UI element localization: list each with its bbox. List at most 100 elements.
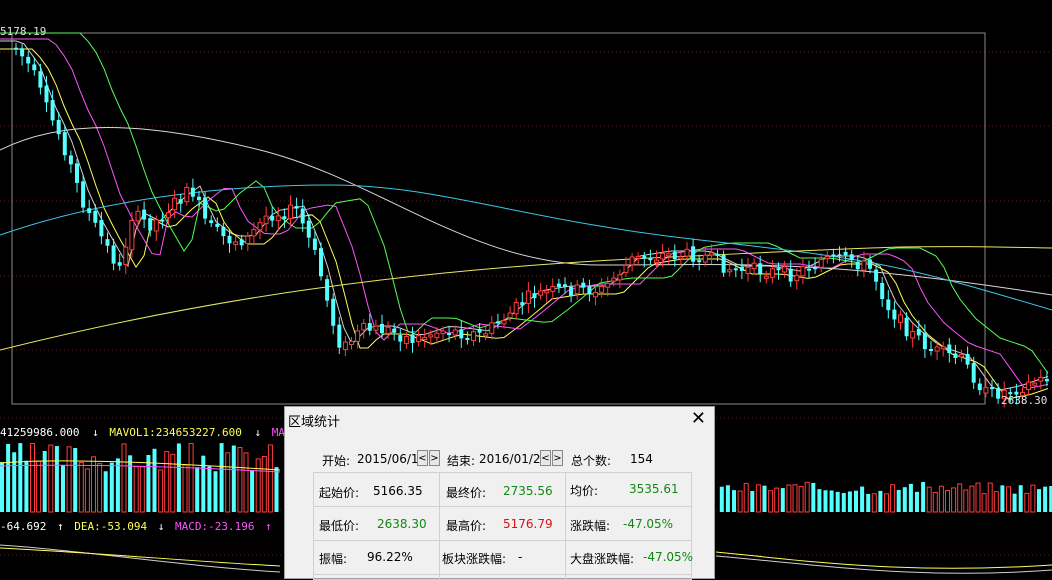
- candle-down: [581, 282, 586, 288]
- volume-bar: [267, 444, 273, 513]
- volume-bar: [987, 482, 993, 513]
- volume-bar: [201, 455, 206, 512]
- candle-down: [831, 254, 836, 257]
- start-next-button[interactable]: >: [429, 450, 440, 466]
- end-prev-button[interactable]: <: [540, 450, 551, 466]
- candle-down: [721, 254, 726, 273]
- volume-bar: [817, 489, 822, 512]
- period-low-label: 2638.30: [1001, 394, 1047, 407]
- volume-bar: [97, 463, 103, 513]
- candle-up: [751, 262, 757, 269]
- candle-up: [233, 241, 239, 246]
- low-value: 2638.30: [377, 517, 427, 531]
- volume-bar: [1018, 485, 1023, 512]
- volume-bar: [1000, 485, 1005, 512]
- candle-down: [160, 219, 165, 222]
- close-value: 2735.56: [503, 484, 553, 498]
- candle-down: [62, 132, 67, 156]
- candle-up: [660, 252, 666, 260]
- volume-bar: [866, 493, 871, 512]
- volume-bar: [762, 485, 767, 512]
- candle-down: [977, 383, 982, 391]
- candle-up: [129, 220, 135, 251]
- close-icon[interactable]: ✕: [690, 408, 706, 429]
- end-label: 结束:: [447, 454, 476, 468]
- start-date: 2015/06/15: [357, 452, 427, 466]
- dea-line-right: [715, 551, 1052, 569]
- volume-bar: [951, 487, 957, 513]
- volume-bar: [176, 443, 181, 512]
- market-change-value: -47.05%: [643, 550, 694, 564]
- volume-bar: [902, 487, 907, 512]
- volume-bar: [255, 458, 261, 513]
- candle-up: [1032, 382, 1038, 386]
- volume-bar: [24, 460, 29, 512]
- candle-up: [1038, 376, 1044, 382]
- volume-bar: [84, 468, 90, 513]
- candle-up: [1026, 381, 1032, 391]
- candle-up: [507, 312, 513, 319]
- candle-up: [629, 256, 635, 266]
- volume-bar: [750, 491, 755, 512]
- sector-change-value: -: [518, 550, 523, 564]
- volume-bar: [139, 466, 145, 513]
- end-next-button[interactable]: >: [552, 450, 563, 466]
- candle-down: [105, 239, 110, 246]
- volume-bar: [115, 458, 120, 512]
- arrow-down-icon: ↓: [158, 520, 165, 533]
- candle-up: [800, 266, 806, 277]
- volume-bar: [963, 489, 969, 513]
- candle-up: [678, 256, 684, 260]
- candle-up: [763, 275, 769, 279]
- candle-down: [758, 263, 763, 274]
- volume-bar: [66, 446, 72, 513]
- candle-down: [178, 199, 183, 204]
- candle-down: [319, 248, 323, 277]
- candle-down: [837, 254, 842, 257]
- volume-bar: [237, 447, 243, 513]
- candle-down: [312, 238, 317, 250]
- candle-down: [337, 324, 342, 348]
- volume-bar: [121, 443, 127, 513]
- sector-change-label: 板块涨跌幅:: [442, 552, 507, 566]
- candle-up: [611, 277, 617, 282]
- candle-down: [733, 268, 738, 271]
- candle-down: [1008, 392, 1013, 395]
- candle-down: [270, 215, 275, 221]
- candle-down: [392, 328, 397, 333]
- volume-bar: [823, 490, 828, 512]
- candle-down: [282, 216, 287, 219]
- volume-bar: [932, 491, 938, 513]
- candle-up: [416, 335, 422, 343]
- candle-down: [203, 197, 208, 219]
- volume-bar: [1043, 486, 1048, 512]
- start-prev-button[interactable]: <: [417, 450, 428, 466]
- volume-bar: [975, 482, 981, 513]
- avg-value: 3535.61: [629, 482, 679, 496]
- candle-down: [227, 235, 232, 244]
- volume-bar: [871, 493, 877, 513]
- volume-bar: [36, 460, 42, 513]
- period-high-label: 5178.19: [0, 25, 46, 38]
- candle-up: [818, 259, 824, 268]
- candle-up: [342, 341, 348, 351]
- volume-bar: [170, 453, 176, 513]
- volume-value: 41259986.000: [0, 426, 79, 439]
- volume-bar: [811, 482, 816, 512]
- volume-bar: [926, 486, 932, 513]
- region-stats-dialog[interactable]: 区域统计 ✕ 开始: 2015/06/15 < > 结束: 2016/01/27…: [284, 406, 715, 580]
- candle-down: [947, 344, 952, 354]
- volume-bar: [981, 493, 987, 513]
- ma250-line: [0, 246, 1052, 351]
- volume-bar: [164, 451, 170, 513]
- volume-bar: [1030, 484, 1036, 513]
- candle-down: [648, 258, 653, 261]
- candle-down: [874, 269, 879, 282]
- volume-bar: [755, 484, 761, 513]
- candle-up: [385, 326, 391, 334]
- volume-bar: [91, 456, 96, 513]
- volume-bar: [878, 490, 883, 512]
- volume-bar: [158, 469, 164, 513]
- candle-down: [813, 267, 818, 270]
